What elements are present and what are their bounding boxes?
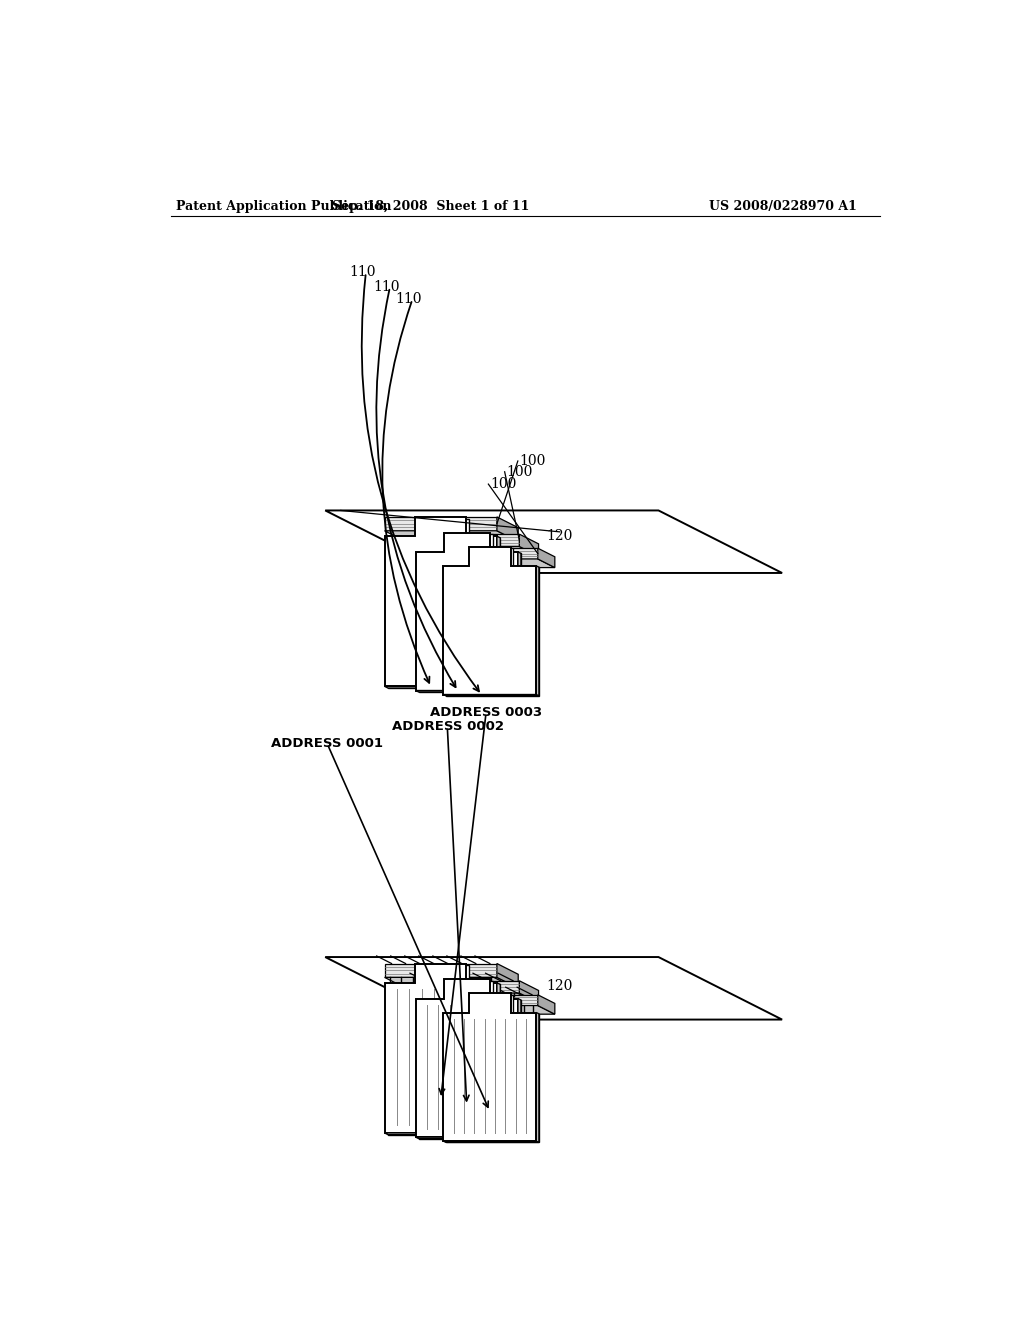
Polygon shape <box>385 517 497 686</box>
Text: 100: 100 <box>506 465 532 479</box>
Polygon shape <box>416 690 521 692</box>
Polygon shape <box>385 531 518 541</box>
Polygon shape <box>446 1006 555 1014</box>
Text: 100: 100 <box>489 477 516 491</box>
Polygon shape <box>497 964 518 989</box>
Text: ADDRESS 0001: ADDRESS 0001 <box>271 737 383 750</box>
Text: 120: 120 <box>546 529 572 543</box>
Polygon shape <box>537 1012 539 1142</box>
Text: Patent Application Publication: Patent Application Publication <box>176 199 391 213</box>
Polygon shape <box>385 964 497 1133</box>
Text: Sep. 18, 2008  Sheet 1 of 11: Sep. 18, 2008 Sheet 1 of 11 <box>332 199 529 213</box>
Text: ADDRESS 0003: ADDRESS 0003 <box>430 706 543 719</box>
Polygon shape <box>419 535 521 692</box>
Polygon shape <box>497 536 501 688</box>
Polygon shape <box>419 981 521 1139</box>
Polygon shape <box>519 535 539 556</box>
Text: (PRIOR ART): (PRIOR ART) <box>411 587 512 601</box>
Text: 110: 110 <box>373 280 399 294</box>
Text: ADDRESS 0002: ADDRESS 0002 <box>391 721 504 733</box>
Polygon shape <box>446 558 555 568</box>
Text: (PRIOR ART): (PRIOR ART) <box>411 1010 512 1023</box>
Polygon shape <box>519 981 539 1003</box>
Polygon shape <box>443 993 537 1140</box>
Text: US 2008/0228970 A1: US 2008/0228970 A1 <box>710 199 857 213</box>
Polygon shape <box>538 548 555 568</box>
Polygon shape <box>385 517 497 531</box>
Polygon shape <box>385 964 497 977</box>
Polygon shape <box>416 533 518 690</box>
Text: 100: 100 <box>519 454 546 469</box>
Polygon shape <box>445 994 539 1142</box>
Polygon shape <box>446 995 538 1006</box>
Polygon shape <box>443 546 537 694</box>
Polygon shape <box>388 519 501 688</box>
Polygon shape <box>419 981 519 993</box>
Polygon shape <box>445 548 539 696</box>
Polygon shape <box>385 686 501 688</box>
Polygon shape <box>385 977 518 989</box>
Polygon shape <box>385 1133 501 1135</box>
Polygon shape <box>518 998 521 1139</box>
Polygon shape <box>518 552 521 692</box>
Polygon shape <box>388 965 501 1135</box>
Polygon shape <box>419 546 539 556</box>
Polygon shape <box>416 1137 521 1139</box>
Polygon shape <box>419 535 519 546</box>
Text: 110: 110 <box>349 265 376 280</box>
Text: FIG. 1: FIG. 1 <box>426 568 497 587</box>
Polygon shape <box>419 993 539 1003</box>
Polygon shape <box>326 957 782 1019</box>
Polygon shape <box>416 979 518 1137</box>
Polygon shape <box>497 983 501 1135</box>
Text: FIG. 2: FIG. 2 <box>426 1023 497 1043</box>
Polygon shape <box>537 566 539 696</box>
Text: 120: 120 <box>546 979 572 993</box>
Text: 110: 110 <box>395 292 422 306</box>
Polygon shape <box>497 517 518 541</box>
Polygon shape <box>446 548 538 558</box>
Polygon shape <box>326 511 782 573</box>
Polygon shape <box>538 995 555 1014</box>
